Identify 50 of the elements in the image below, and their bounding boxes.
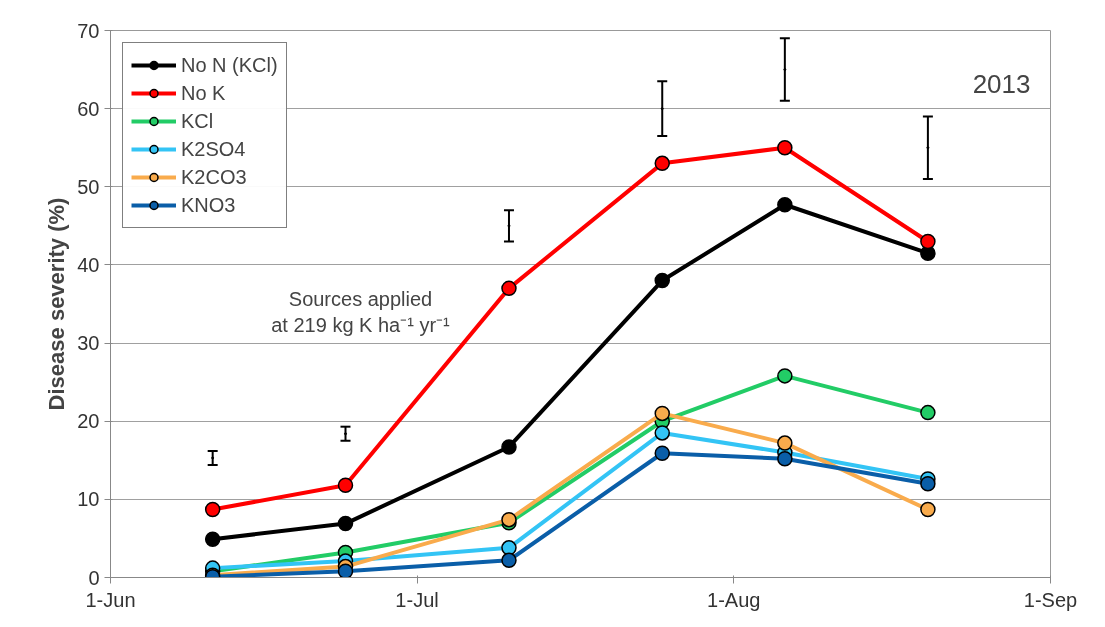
y-tick-label: 60 <box>77 97 100 120</box>
x-tick-label: 1-Aug <box>707 588 761 611</box>
y-tick-label: 40 <box>77 253 100 276</box>
y-tick-label: 30 <box>77 332 100 355</box>
point <box>501 540 517 556</box>
y-tick-label: 0 <box>88 566 100 589</box>
point <box>501 511 517 528</box>
point <box>654 405 670 422</box>
point <box>777 435 793 451</box>
y-tick-label: 70 <box>77 19 100 42</box>
point <box>344 432 347 436</box>
annotation: Sources applied at 219 kg K ha⁻¹ yr⁻¹ <box>271 287 451 336</box>
point <box>204 531 221 547</box>
point <box>777 450 793 467</box>
x-tick-label: 1-Jun <box>85 588 136 611</box>
point <box>777 197 793 213</box>
point <box>204 501 221 518</box>
point <box>501 439 517 455</box>
point <box>654 155 670 172</box>
point <box>211 456 215 460</box>
point <box>920 475 936 492</box>
point <box>777 139 793 156</box>
point <box>783 68 787 72</box>
point <box>501 552 517 569</box>
y-tick-label: 50 <box>77 175 100 198</box>
point <box>654 425 670 441</box>
point <box>920 501 936 518</box>
y-tick-label: 10 <box>77 488 100 511</box>
legend-label: KNO3 <box>181 192 236 218</box>
point <box>501 280 517 297</box>
point <box>337 477 354 494</box>
point <box>660 107 664 111</box>
legend-label: K2CO3 <box>181 164 247 190</box>
legend-label: No K <box>181 80 226 106</box>
y-axis-title: Disease severity (%) <box>44 197 70 411</box>
x-tick-label: 1-Sep <box>1023 588 1078 611</box>
point <box>654 272 670 289</box>
point <box>337 563 354 578</box>
point <box>337 515 354 532</box>
annotation: 2013 <box>972 68 1031 99</box>
x-tick-label: 1-Jul <box>395 588 439 611</box>
point <box>654 445 670 461</box>
point <box>777 368 793 384</box>
legend-label: No N (KCl) <box>181 52 278 78</box>
y-tick-label: 20 <box>77 410 100 433</box>
legend-label: KCl <box>181 108 214 134</box>
point <box>507 224 511 228</box>
point <box>920 404 936 421</box>
legend-label: K2SO4 <box>181 136 246 162</box>
point <box>920 233 936 250</box>
